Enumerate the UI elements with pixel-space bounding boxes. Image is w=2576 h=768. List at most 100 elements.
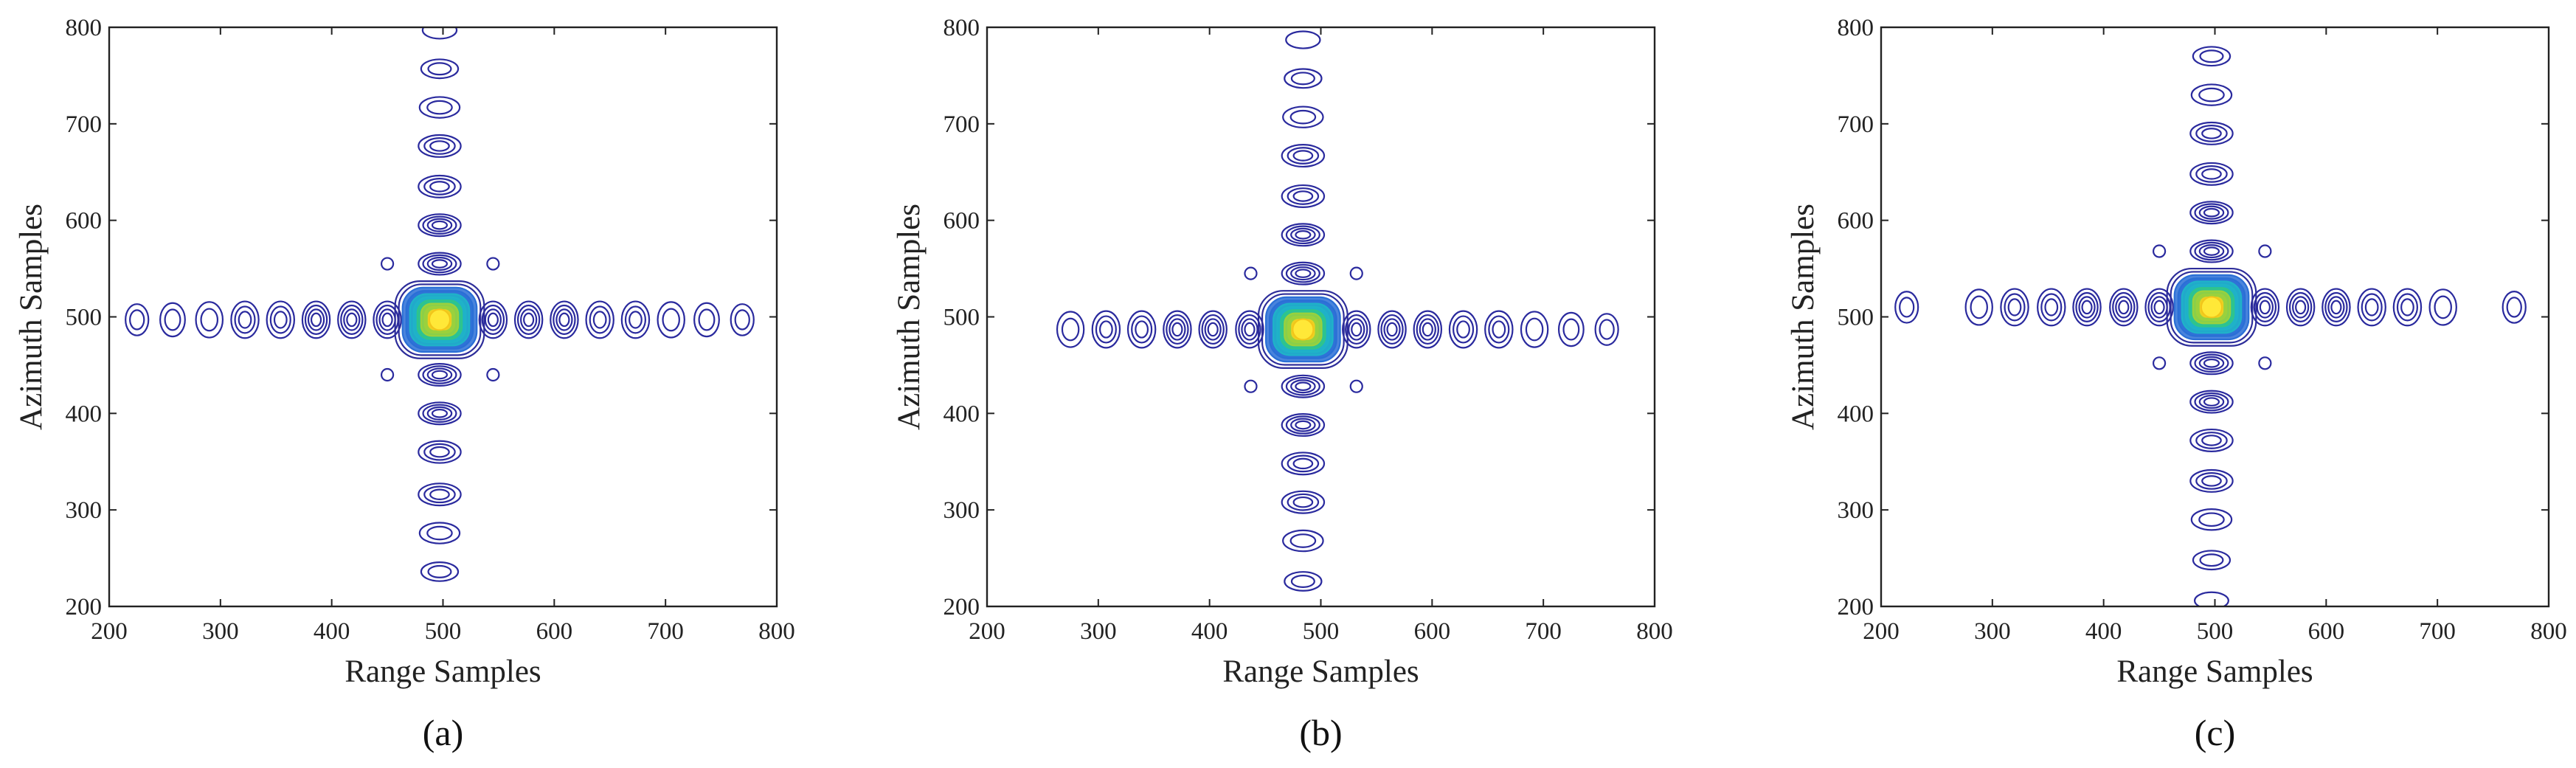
- range-sidelobe: [1520, 311, 1549, 348]
- contour-ring: [2256, 296, 2274, 319]
- contour-ring: [431, 220, 449, 230]
- contour-ring: [1282, 529, 1324, 553]
- azimuth-sidelobe: [1284, 68, 1323, 89]
- contour-ring: [2075, 291, 2099, 322]
- contour-ring: [2253, 291, 2277, 322]
- contour-ring: [269, 305, 291, 334]
- azimuth-sidelobe: [2189, 468, 2234, 493]
- range-sidelobe: [301, 300, 331, 339]
- main-lobe-ring: [2166, 267, 2257, 347]
- range-sidelobe: [159, 302, 186, 338]
- contour-ring: [2201, 128, 2222, 139]
- contour-ring: [2327, 296, 2345, 319]
- chart-panel-2: 200 300 400 500 600 700 800 200 300 400 500 600 700 8…: [892, 15, 1673, 753]
- contour-ring: [1168, 318, 1186, 341]
- y-tick-label: 400: [1838, 401, 1874, 427]
- y-tick-label: 200: [944, 594, 980, 620]
- x-tick-label: 800: [2530, 618, 2567, 645]
- contour-ring: [2357, 288, 2386, 327]
- contour-ring: [2000, 288, 2029, 327]
- contour-ring: [2109, 288, 2139, 327]
- contour-ring: [431, 409, 449, 418]
- contour-ring: [238, 311, 252, 329]
- contour-ring: [1448, 310, 1478, 349]
- contour-ring: [693, 302, 720, 338]
- contour-ring: [2118, 300, 2130, 315]
- contour-ring: [2192, 46, 2232, 67]
- contour-ring: [1290, 72, 1315, 86]
- contour-ring: [2203, 397, 2220, 407]
- contour-ring: [346, 312, 358, 328]
- contour-ring: [558, 312, 570, 328]
- y-tick-label: 800: [944, 15, 980, 41]
- contour-ring: [2195, 472, 2228, 490]
- contour-ring: [513, 300, 544, 339]
- azimuth-sidelobe: [2192, 46, 2232, 67]
- range-sidelobe: [657, 301, 685, 339]
- range-sidelobe: [1091, 310, 1121, 349]
- contour-ring: [1295, 269, 1312, 278]
- contour-ring: [1284, 571, 1323, 592]
- contour-ring: [2324, 291, 2348, 322]
- contour-ring: [1894, 291, 1919, 324]
- azimuth-sidelobe: [2190, 83, 2233, 106]
- contour-ring: [2078, 296, 2096, 319]
- contour-ring: [230, 300, 260, 339]
- x-tick-label: 400: [1191, 618, 1228, 645]
- x-tick-label: 400: [314, 618, 350, 645]
- contour-ring: [1453, 315, 1475, 344]
- contour-ring: [1413, 310, 1443, 349]
- contour-ring: [1386, 322, 1398, 337]
- azimuth-sidelobe: [2189, 162, 2234, 186]
- azimuth-sidelobe: [418, 362, 462, 387]
- azimuth-sidelobe: [1281, 452, 1326, 476]
- contour-ring: [301, 300, 331, 339]
- contour-ring: [159, 302, 186, 338]
- y-tick-label: 500: [1838, 305, 1874, 331]
- contour-ring: [234, 305, 256, 334]
- range-sidelobe: [2250, 288, 2280, 327]
- x-tick-label: 800: [1636, 618, 1673, 645]
- x-axis-label: Range Samples: [1222, 654, 1419, 689]
- contour-ring: [2072, 288, 2102, 327]
- contour-ring: [624, 305, 646, 334]
- contour-ring: [1166, 314, 1189, 345]
- range-sidelobe: [478, 300, 508, 339]
- contour-ring: [1292, 496, 1314, 508]
- contour-ring: [1281, 143, 1326, 168]
- y-tick-label: 700: [66, 111, 103, 138]
- contour-ring: [426, 218, 453, 232]
- x-tick-label: 600: [536, 618, 573, 645]
- contour-ring: [2198, 205, 2225, 220]
- y-tick-label: 300: [1838, 497, 1874, 524]
- contour-ring: [427, 564, 452, 578]
- range-sidelobe: [1484, 310, 1514, 349]
- contour-ring: [1204, 318, 1222, 341]
- contour-ring: [2295, 300, 2307, 315]
- contour-ring: [426, 525, 453, 541]
- contour-ring: [2201, 475, 2222, 487]
- range-sidelobe: [1235, 310, 1264, 349]
- contour-ring: [1131, 315, 1153, 344]
- panel-label: (c): [2195, 712, 2236, 753]
- range-sidelobe: [1557, 311, 1585, 347]
- diagonal-sidelobe: [2152, 244, 2167, 258]
- contour-ring: [1419, 318, 1436, 341]
- contour-ring: [1281, 184, 1326, 208]
- azimuth-sidelobe: [2189, 428, 2234, 452]
- contour-ring: [2189, 428, 2234, 452]
- azimuth-sidelobe: [421, 27, 458, 40]
- azimuth-sidelobe: [1285, 30, 1321, 49]
- contour-ring: [307, 308, 325, 331]
- y-tick-label: 600: [1838, 208, 1874, 235]
- diagonal-sidelobe: [2258, 356, 2272, 370]
- x-tick-label: 800: [758, 618, 795, 645]
- contour-ring: [730, 303, 755, 336]
- y-tick-label: 700: [944, 111, 980, 138]
- contour-ring: [2285, 288, 2316, 327]
- main-lobe: [1257, 290, 1348, 369]
- range-sidelobe: [125, 303, 150, 336]
- contour-ring: [555, 308, 573, 331]
- contour-ring: [2400, 298, 2414, 316]
